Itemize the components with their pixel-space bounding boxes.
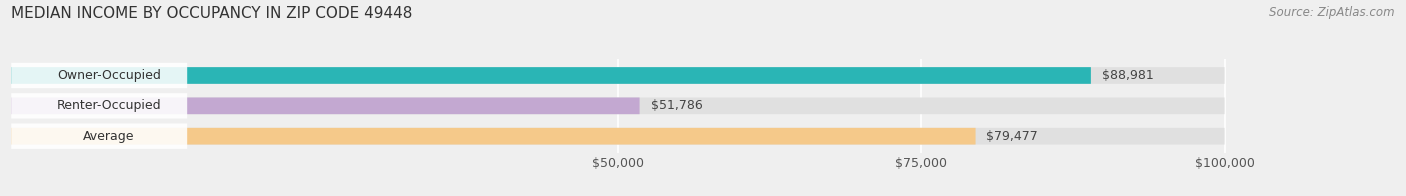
FancyBboxPatch shape [11, 63, 187, 88]
Text: Average: Average [83, 130, 135, 143]
Text: Source: ZipAtlas.com: Source: ZipAtlas.com [1270, 6, 1395, 19]
FancyBboxPatch shape [11, 97, 1225, 114]
Text: Renter-Occupied: Renter-Occupied [56, 99, 162, 112]
FancyBboxPatch shape [11, 97, 640, 114]
FancyBboxPatch shape [11, 123, 187, 149]
FancyBboxPatch shape [11, 67, 1091, 84]
FancyBboxPatch shape [11, 93, 187, 119]
Text: $79,477: $79,477 [987, 130, 1038, 143]
FancyBboxPatch shape [11, 128, 1225, 144]
Text: MEDIAN INCOME BY OCCUPANCY IN ZIP CODE 49448: MEDIAN INCOME BY OCCUPANCY IN ZIP CODE 4… [11, 6, 412, 21]
FancyBboxPatch shape [11, 67, 1225, 84]
Text: Owner-Occupied: Owner-Occupied [58, 69, 160, 82]
Text: $51,786: $51,786 [651, 99, 702, 112]
Text: $88,981: $88,981 [1102, 69, 1153, 82]
FancyBboxPatch shape [11, 128, 976, 144]
